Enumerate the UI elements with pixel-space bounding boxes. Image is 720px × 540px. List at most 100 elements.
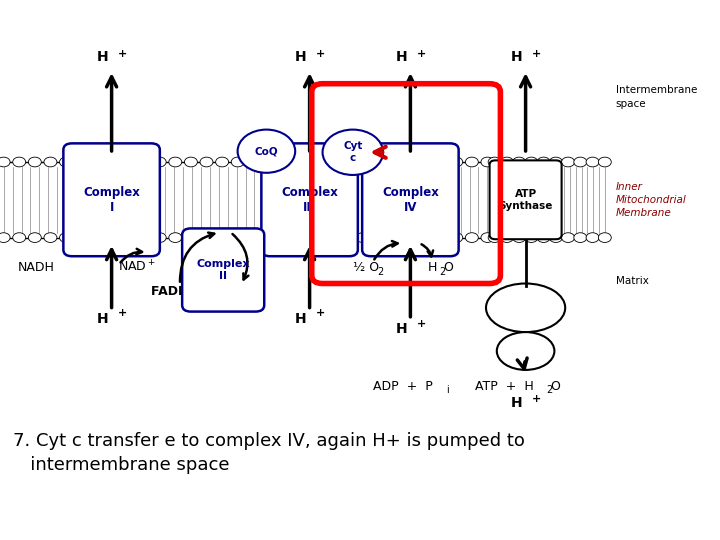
Circle shape <box>200 157 213 167</box>
Circle shape <box>60 233 73 242</box>
FancyBboxPatch shape <box>261 144 358 256</box>
Circle shape <box>434 157 447 167</box>
Circle shape <box>231 157 244 167</box>
Circle shape <box>403 157 416 167</box>
Circle shape <box>44 157 57 167</box>
Circle shape <box>562 233 575 242</box>
Circle shape <box>91 157 104 167</box>
Circle shape <box>356 157 369 167</box>
Circle shape <box>238 130 295 173</box>
Circle shape <box>586 233 599 242</box>
Circle shape <box>44 233 57 242</box>
Text: FAD: FAD <box>231 285 258 298</box>
Ellipse shape <box>486 284 565 332</box>
Circle shape <box>168 233 181 242</box>
Circle shape <box>60 157 73 167</box>
Text: ADP  +  P: ADP + P <box>374 380 433 393</box>
Circle shape <box>294 233 307 242</box>
Circle shape <box>341 157 354 167</box>
Circle shape <box>488 157 501 167</box>
Circle shape <box>450 233 463 242</box>
Circle shape <box>488 233 501 242</box>
Circle shape <box>418 233 431 242</box>
Circle shape <box>341 233 354 242</box>
Circle shape <box>481 233 494 242</box>
Text: 2: 2 <box>377 267 383 276</box>
Text: Complex
II: Complex II <box>197 259 250 281</box>
Circle shape <box>247 233 260 242</box>
Circle shape <box>13 233 26 242</box>
Circle shape <box>310 233 323 242</box>
Circle shape <box>537 157 550 167</box>
Text: H: H <box>427 261 437 274</box>
Text: 7. Cyt c transfer e to complex IV, again H+ is pumped to: 7. Cyt c transfer e to complex IV, again… <box>13 432 525 450</box>
Circle shape <box>574 157 587 167</box>
Text: Complex
III: Complex III <box>282 186 338 214</box>
Text: O: O <box>443 261 453 274</box>
Text: H: H <box>97 50 109 64</box>
Circle shape <box>310 157 323 167</box>
Text: NAD$^+$: NAD$^+$ <box>118 260 156 275</box>
Text: ½ O: ½ O <box>353 261 379 274</box>
Circle shape <box>372 233 384 242</box>
Text: +: + <box>417 49 426 59</box>
Circle shape <box>153 157 166 167</box>
Circle shape <box>403 233 416 242</box>
Text: H: H <box>396 50 408 64</box>
Text: Cyt
c: Cyt c <box>343 141 362 163</box>
Text: ATP
Synthase: ATP Synthase <box>498 189 553 211</box>
Circle shape <box>294 157 307 167</box>
Text: O: O <box>550 380 560 393</box>
Circle shape <box>465 233 478 242</box>
Text: i: i <box>446 386 449 395</box>
Circle shape <box>513 157 526 167</box>
Circle shape <box>138 157 150 167</box>
Circle shape <box>574 233 587 242</box>
Text: +: + <box>118 308 127 318</box>
Circle shape <box>263 233 276 242</box>
Circle shape <box>465 157 478 167</box>
Circle shape <box>91 233 104 242</box>
Text: CoQ: CoQ <box>255 146 278 156</box>
Circle shape <box>75 233 88 242</box>
Text: +: + <box>417 319 426 329</box>
Circle shape <box>138 233 150 242</box>
Circle shape <box>215 233 228 242</box>
Circle shape <box>387 233 400 242</box>
Circle shape <box>107 233 120 242</box>
Circle shape <box>247 157 260 167</box>
Text: +: + <box>316 49 325 59</box>
Circle shape <box>434 233 447 242</box>
Text: Matrix: Matrix <box>616 276 649 286</box>
Circle shape <box>184 157 197 167</box>
Text: NADH: NADH <box>17 261 55 274</box>
Text: H: H <box>295 312 307 326</box>
Circle shape <box>75 157 88 167</box>
Circle shape <box>168 157 181 167</box>
Circle shape <box>323 130 383 175</box>
Text: H: H <box>511 50 523 64</box>
Text: Inner
Mitochondrial
Membrane: Inner Mitochondrial Membrane <box>616 181 686 218</box>
Circle shape <box>28 157 41 167</box>
Circle shape <box>184 233 197 242</box>
Circle shape <box>122 157 135 167</box>
Circle shape <box>525 157 538 167</box>
Circle shape <box>418 157 431 167</box>
Text: ATP  +  H: ATP + H <box>474 380 534 393</box>
Circle shape <box>500 233 513 242</box>
Circle shape <box>0 233 10 242</box>
Circle shape <box>278 233 291 242</box>
Circle shape <box>13 157 26 167</box>
Circle shape <box>500 157 513 167</box>
Text: +: + <box>532 49 541 59</box>
Text: +: + <box>532 394 541 404</box>
FancyBboxPatch shape <box>490 160 562 239</box>
Circle shape <box>598 233 611 242</box>
Circle shape <box>549 233 562 242</box>
Circle shape <box>325 157 338 167</box>
Circle shape <box>231 233 244 242</box>
Circle shape <box>0 157 10 167</box>
Ellipse shape <box>497 332 554 370</box>
Circle shape <box>372 157 384 167</box>
Circle shape <box>356 233 369 242</box>
